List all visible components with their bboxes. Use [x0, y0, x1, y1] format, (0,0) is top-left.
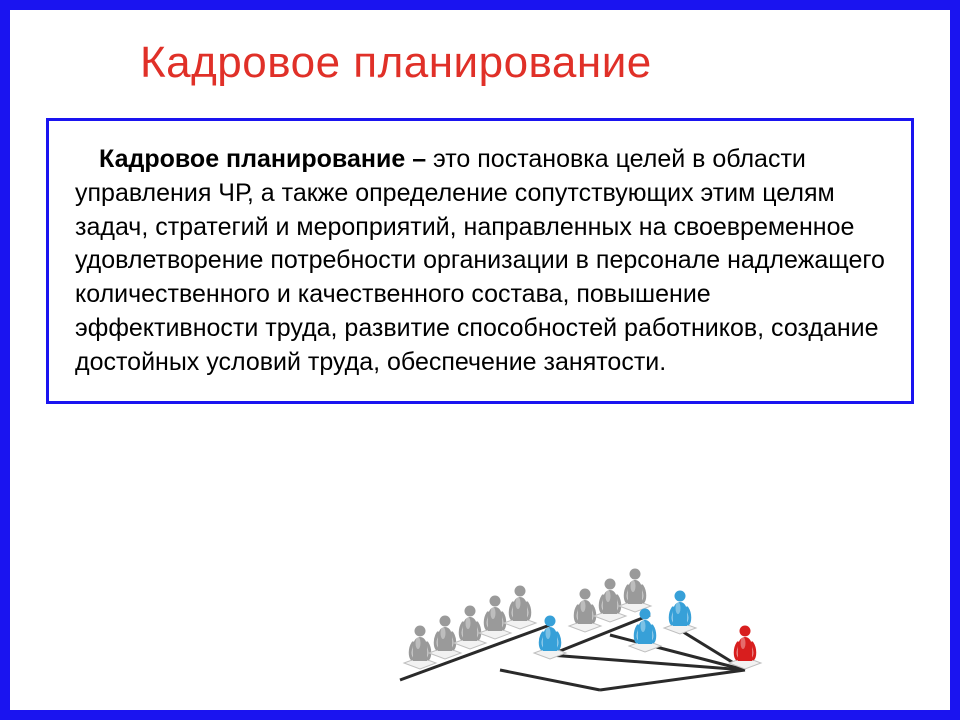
definition-term: Кадровое планирование – — [99, 145, 433, 173]
definition-text: Кадровое планирование – это постановка ц… — [75, 143, 885, 379]
orgchart-illustration — [350, 540, 790, 710]
slide-frame: Кадровое планирование Кадровое планирова… — [0, 0, 960, 720]
definition-box: Кадровое планирование – это постановка ц… — [46, 118, 914, 404]
definition-body: это постановка целей в области управлени… — [75, 145, 885, 376]
slide-title: Кадровое планирование — [140, 38, 652, 88]
